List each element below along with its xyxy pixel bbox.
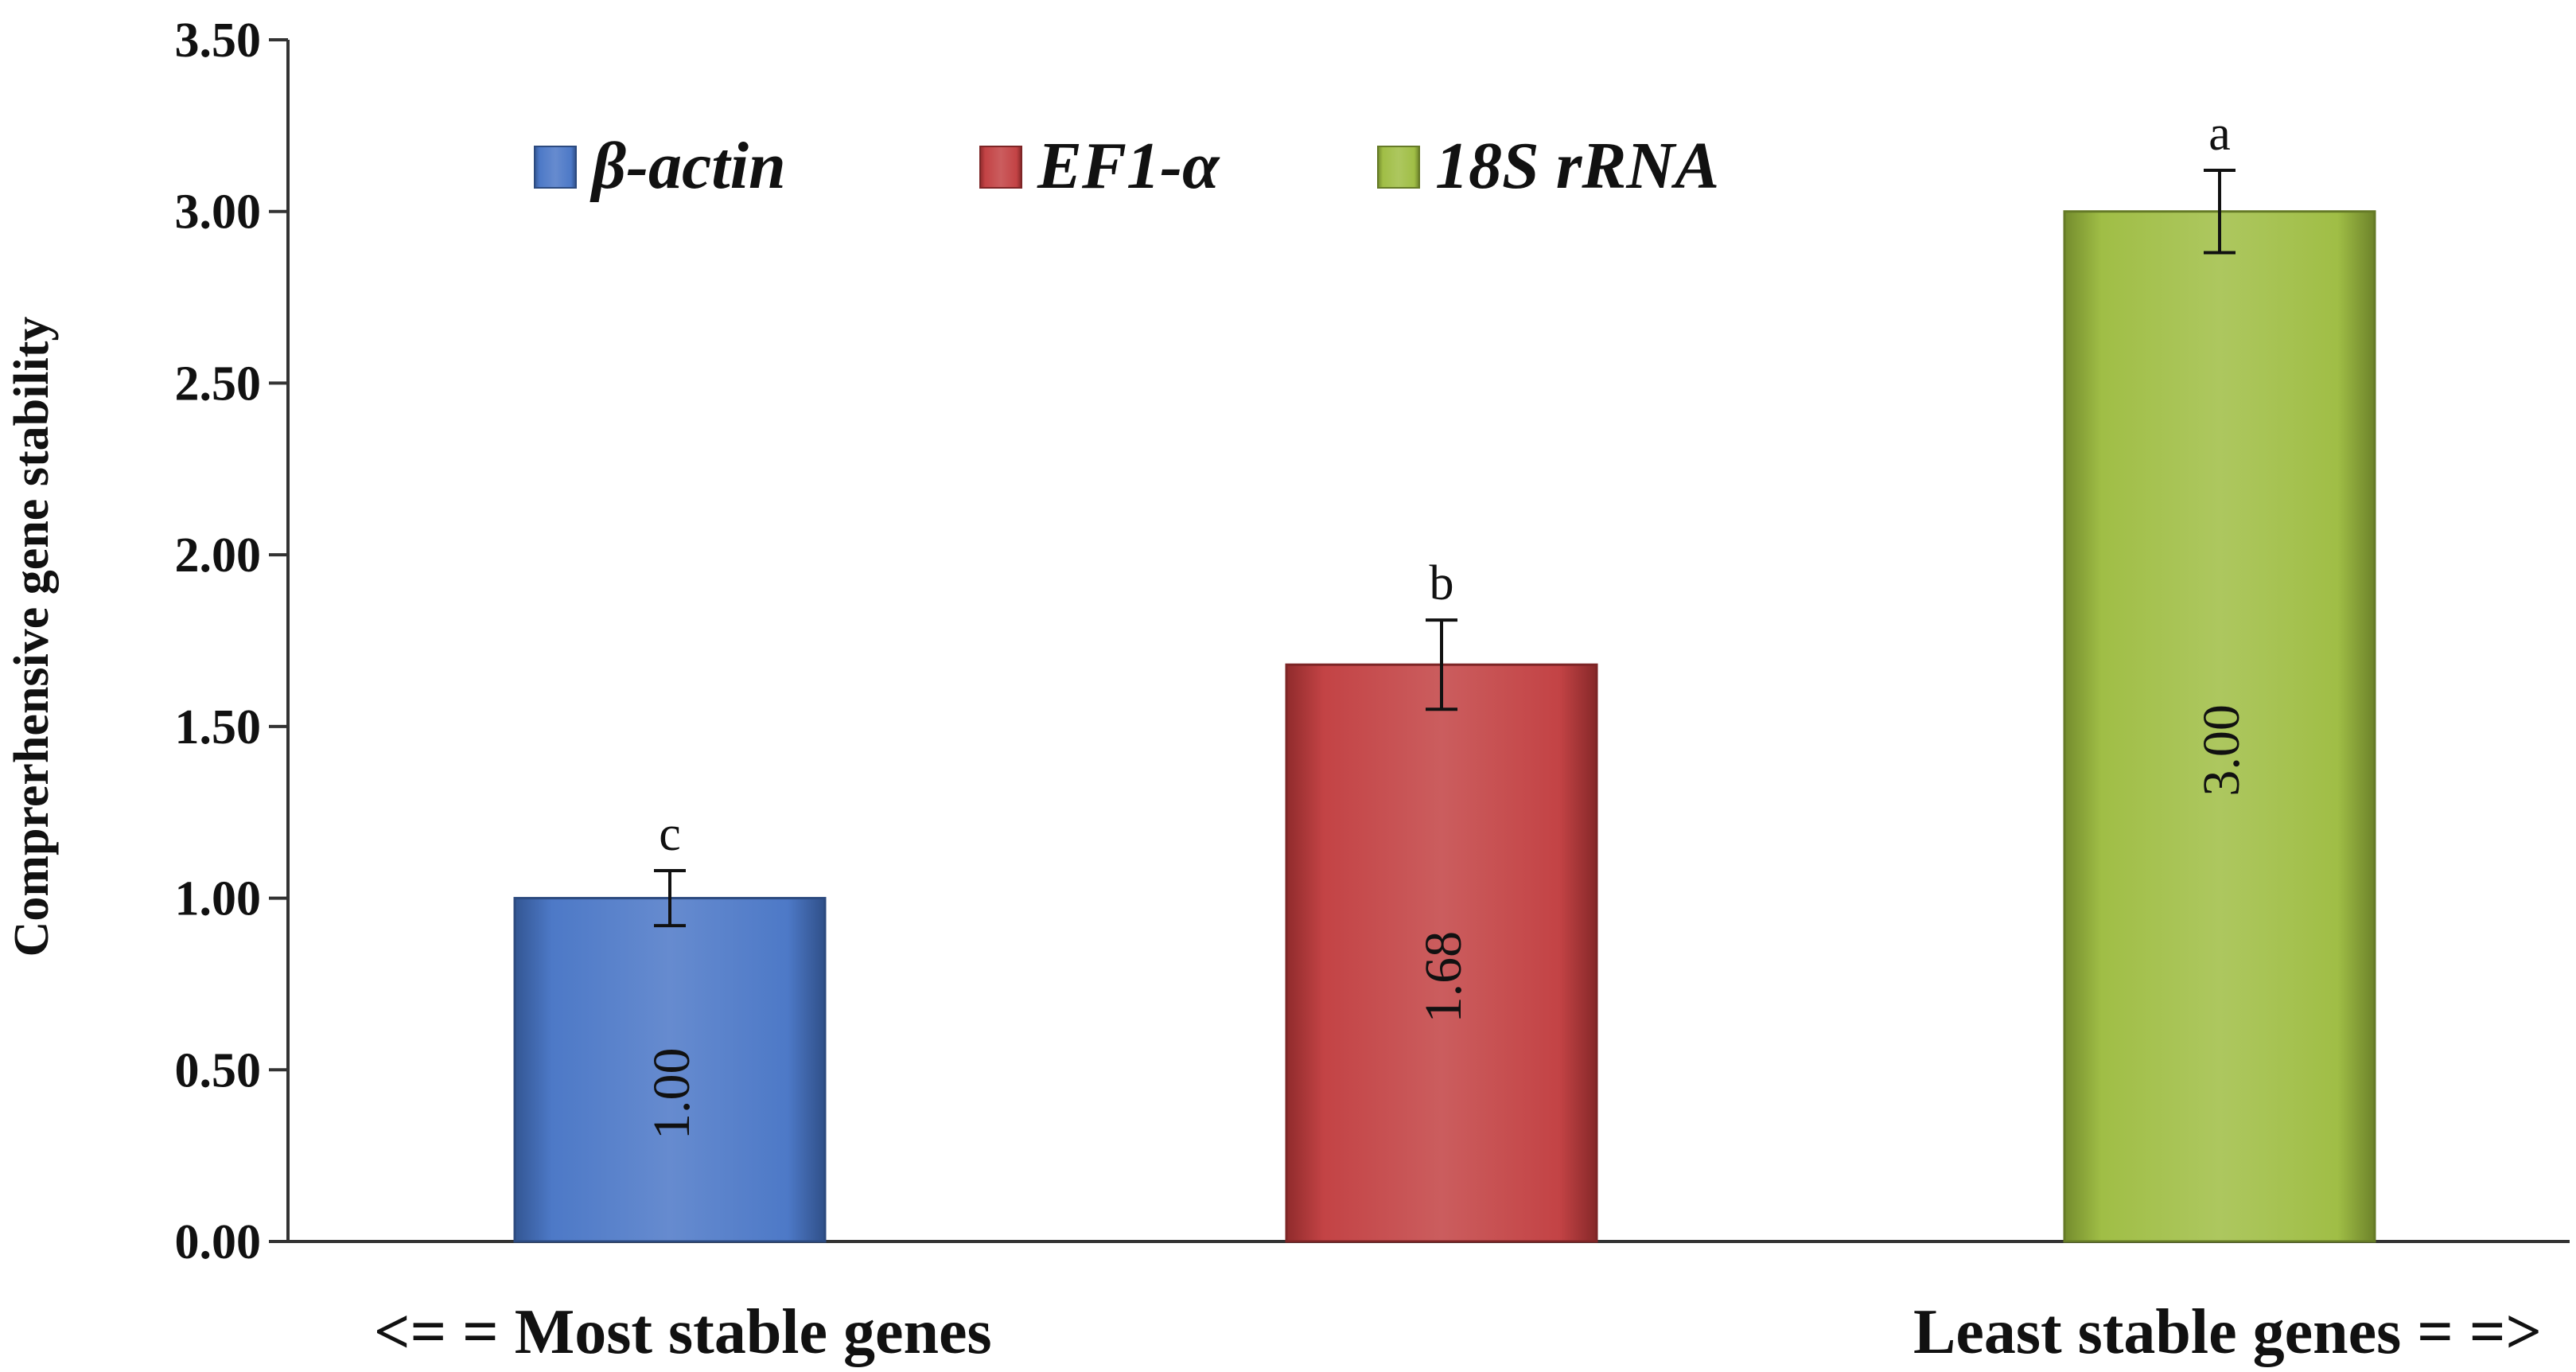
- bar-group: 3.00 a: [2063, 107, 2376, 1243]
- bar-value-label: 3.00: [2193, 704, 2251, 797]
- bars: 1.00 c 1.68 b 3.00 a: [513, 107, 2376, 1243]
- bar-group: 1.00 c: [513, 807, 827, 1243]
- legend-label: 18S rRNA: [1435, 129, 1719, 203]
- legend-item: 18S rRNA: [1377, 129, 1719, 203]
- legend-item: EF1-α: [979, 129, 1220, 203]
- y-tick-label: 1.00: [175, 872, 262, 926]
- bar-value-label: 1.68: [1414, 931, 1473, 1023]
- legend-swatch: [1377, 146, 1420, 189]
- most-stable-annotation: <= = Most stable genes: [374, 1297, 992, 1367]
- bar: [1285, 663, 1598, 1243]
- legend-swatch: [534, 146, 577, 189]
- significance-letter: c: [659, 807, 681, 861]
- legend-label: EF1-α: [1037, 129, 1220, 203]
- significance-letter: b: [1430, 556, 1454, 610]
- legend-item: β-actin: [534, 129, 786, 203]
- y-tick-label: 2.00: [175, 528, 262, 583]
- y-tick-label: 0.00: [175, 1215, 262, 1269]
- y-tick-label: 3.00: [175, 185, 262, 240]
- significance-letter: a: [2208, 107, 2231, 161]
- legend-label: β-actin: [590, 129, 786, 203]
- legend: β-actin EF1-α 18S rRNA: [534, 129, 1719, 203]
- y-tick-label: 2.50: [175, 357, 262, 411]
- least-stable-annotation: Least stable genes = =>: [1913, 1297, 2542, 1367]
- bar-group: 1.68 b: [1285, 556, 1598, 1243]
- y-tick-label: 3.50: [175, 14, 262, 68]
- bar: [2063, 210, 2376, 1243]
- y-tick-label: 0.50: [175, 1043, 262, 1097]
- y-axis-label: Comprerhensive gene stability: [5, 317, 59, 957]
- bar-value-label: 1.00: [643, 1048, 701, 1140]
- y-axis: 0.00 0.50 1.00 1.50 2.00 2.50 3.00 3.50: [175, 14, 2570, 1269]
- y-tick-label: 1.50: [175, 700, 262, 754]
- legend-swatch: [979, 146, 1022, 189]
